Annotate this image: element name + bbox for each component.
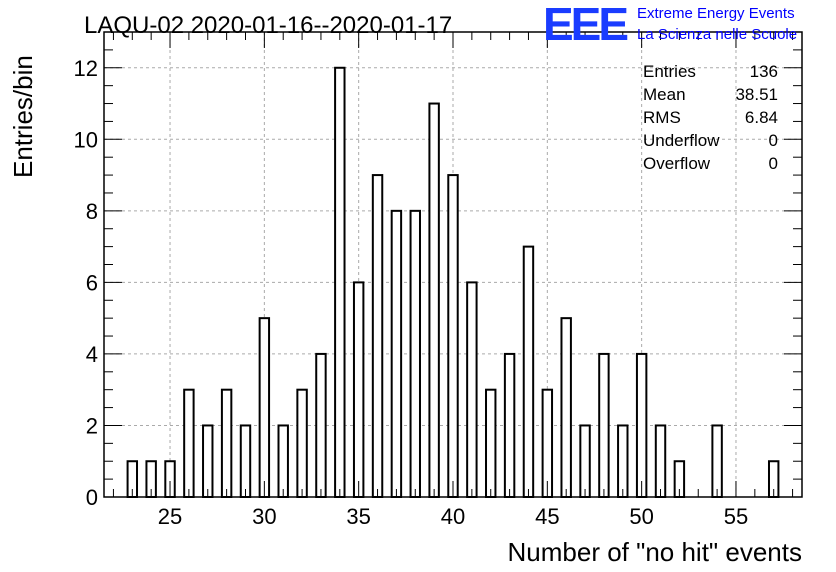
- histogram-bar: [447, 174, 459, 498]
- x-axis-label: Number of "no hit" events: [508, 537, 803, 567]
- x-tick-label: 55: [724, 504, 748, 529]
- y-tick-label: 0: [86, 485, 98, 510]
- histogram-bar: [220, 388, 233, 499]
- stat-label: RMS: [643, 108, 681, 127]
- y-tick-label: 2: [86, 413, 98, 438]
- histogram-bar: [635, 352, 648, 498]
- stat-label: Underflow: [643, 131, 720, 150]
- y-tick-label: 4: [86, 342, 98, 367]
- y-tick-labels: 0 2 4 6 8 10 12: [74, 56, 98, 510]
- stat-label: Mean: [643, 85, 686, 104]
- chart-title: LAQU-02 2020-01-16--2020-01-17: [84, 12, 452, 39]
- y-tick-label: 6: [86, 270, 98, 295]
- stats-box: Entries 136 Mean 38.51 RMS 6.84 Underflow 0 Over…: [643, 62, 778, 173]
- stat-value: 0: [769, 154, 778, 173]
- eee-logo-text: EEE: [543, 0, 627, 50]
- y-tick-label: 12: [74, 56, 98, 81]
- histogram-bar: [560, 317, 572, 498]
- histogram-bar: [654, 424, 667, 499]
- x-tick-labels: 25 30 35 40 45 50 55: [158, 504, 748, 529]
- histogram-bar: [522, 245, 535, 498]
- histogram-bar: [598, 352, 610, 498]
- x-tick-label: 50: [629, 504, 653, 529]
- brand-line-2: La Scienza nelle Scuole: [637, 26, 797, 43]
- x-tick-label: 35: [346, 504, 370, 529]
- x-tick-label: 25: [158, 504, 182, 529]
- histogram-bar: [541, 388, 554, 499]
- stat-label: Overflow: [643, 154, 711, 173]
- eee-logo: EEE: [543, 0, 630, 50]
- histogram-bar: [617, 424, 629, 499]
- histogram-bar: [503, 352, 516, 498]
- histogram-bar: [409, 209, 421, 498]
- stat-label: Entries: [643, 62, 696, 81]
- histogram-bar: [239, 424, 252, 499]
- y-axis-label: Entries/bin: [8, 55, 38, 178]
- histogram-bar: [390, 209, 403, 498]
- histogram-bar: [371, 174, 384, 498]
- x-tick-label: 40: [441, 504, 465, 529]
- histogram-bar: [183, 388, 195, 499]
- histogram-bar: [352, 281, 365, 498]
- brand-line-1: Extreme Energy Events: [637, 5, 795, 22]
- histogram-bar: [485, 388, 497, 499]
- histogram-bar: [579, 424, 591, 499]
- histogram-bar: [428, 102, 440, 499]
- x-tick-label: 30: [252, 504, 276, 529]
- axis-ticks: [104, 31, 802, 498]
- x-tick-label: 45: [535, 504, 559, 529]
- y-tick-label: 10: [74, 127, 98, 152]
- histogram-bar: [258, 317, 271, 498]
- histogram-bar: [334, 66, 346, 499]
- stat-value: 6.84: [745, 108, 778, 127]
- y-tick-label: 8: [86, 199, 98, 224]
- histogram-bar: [711, 424, 723, 499]
- stat-value: 38.51: [735, 85, 778, 104]
- histogram-bar: [277, 424, 289, 499]
- stat-value: 136: [750, 62, 778, 81]
- histogram-bar: [466, 281, 478, 498]
- histogram-bar: [296, 388, 308, 499]
- histogram-bar: [202, 424, 214, 499]
- histogram-bar: [315, 352, 327, 498]
- stat-value: 0: [769, 131, 778, 150]
